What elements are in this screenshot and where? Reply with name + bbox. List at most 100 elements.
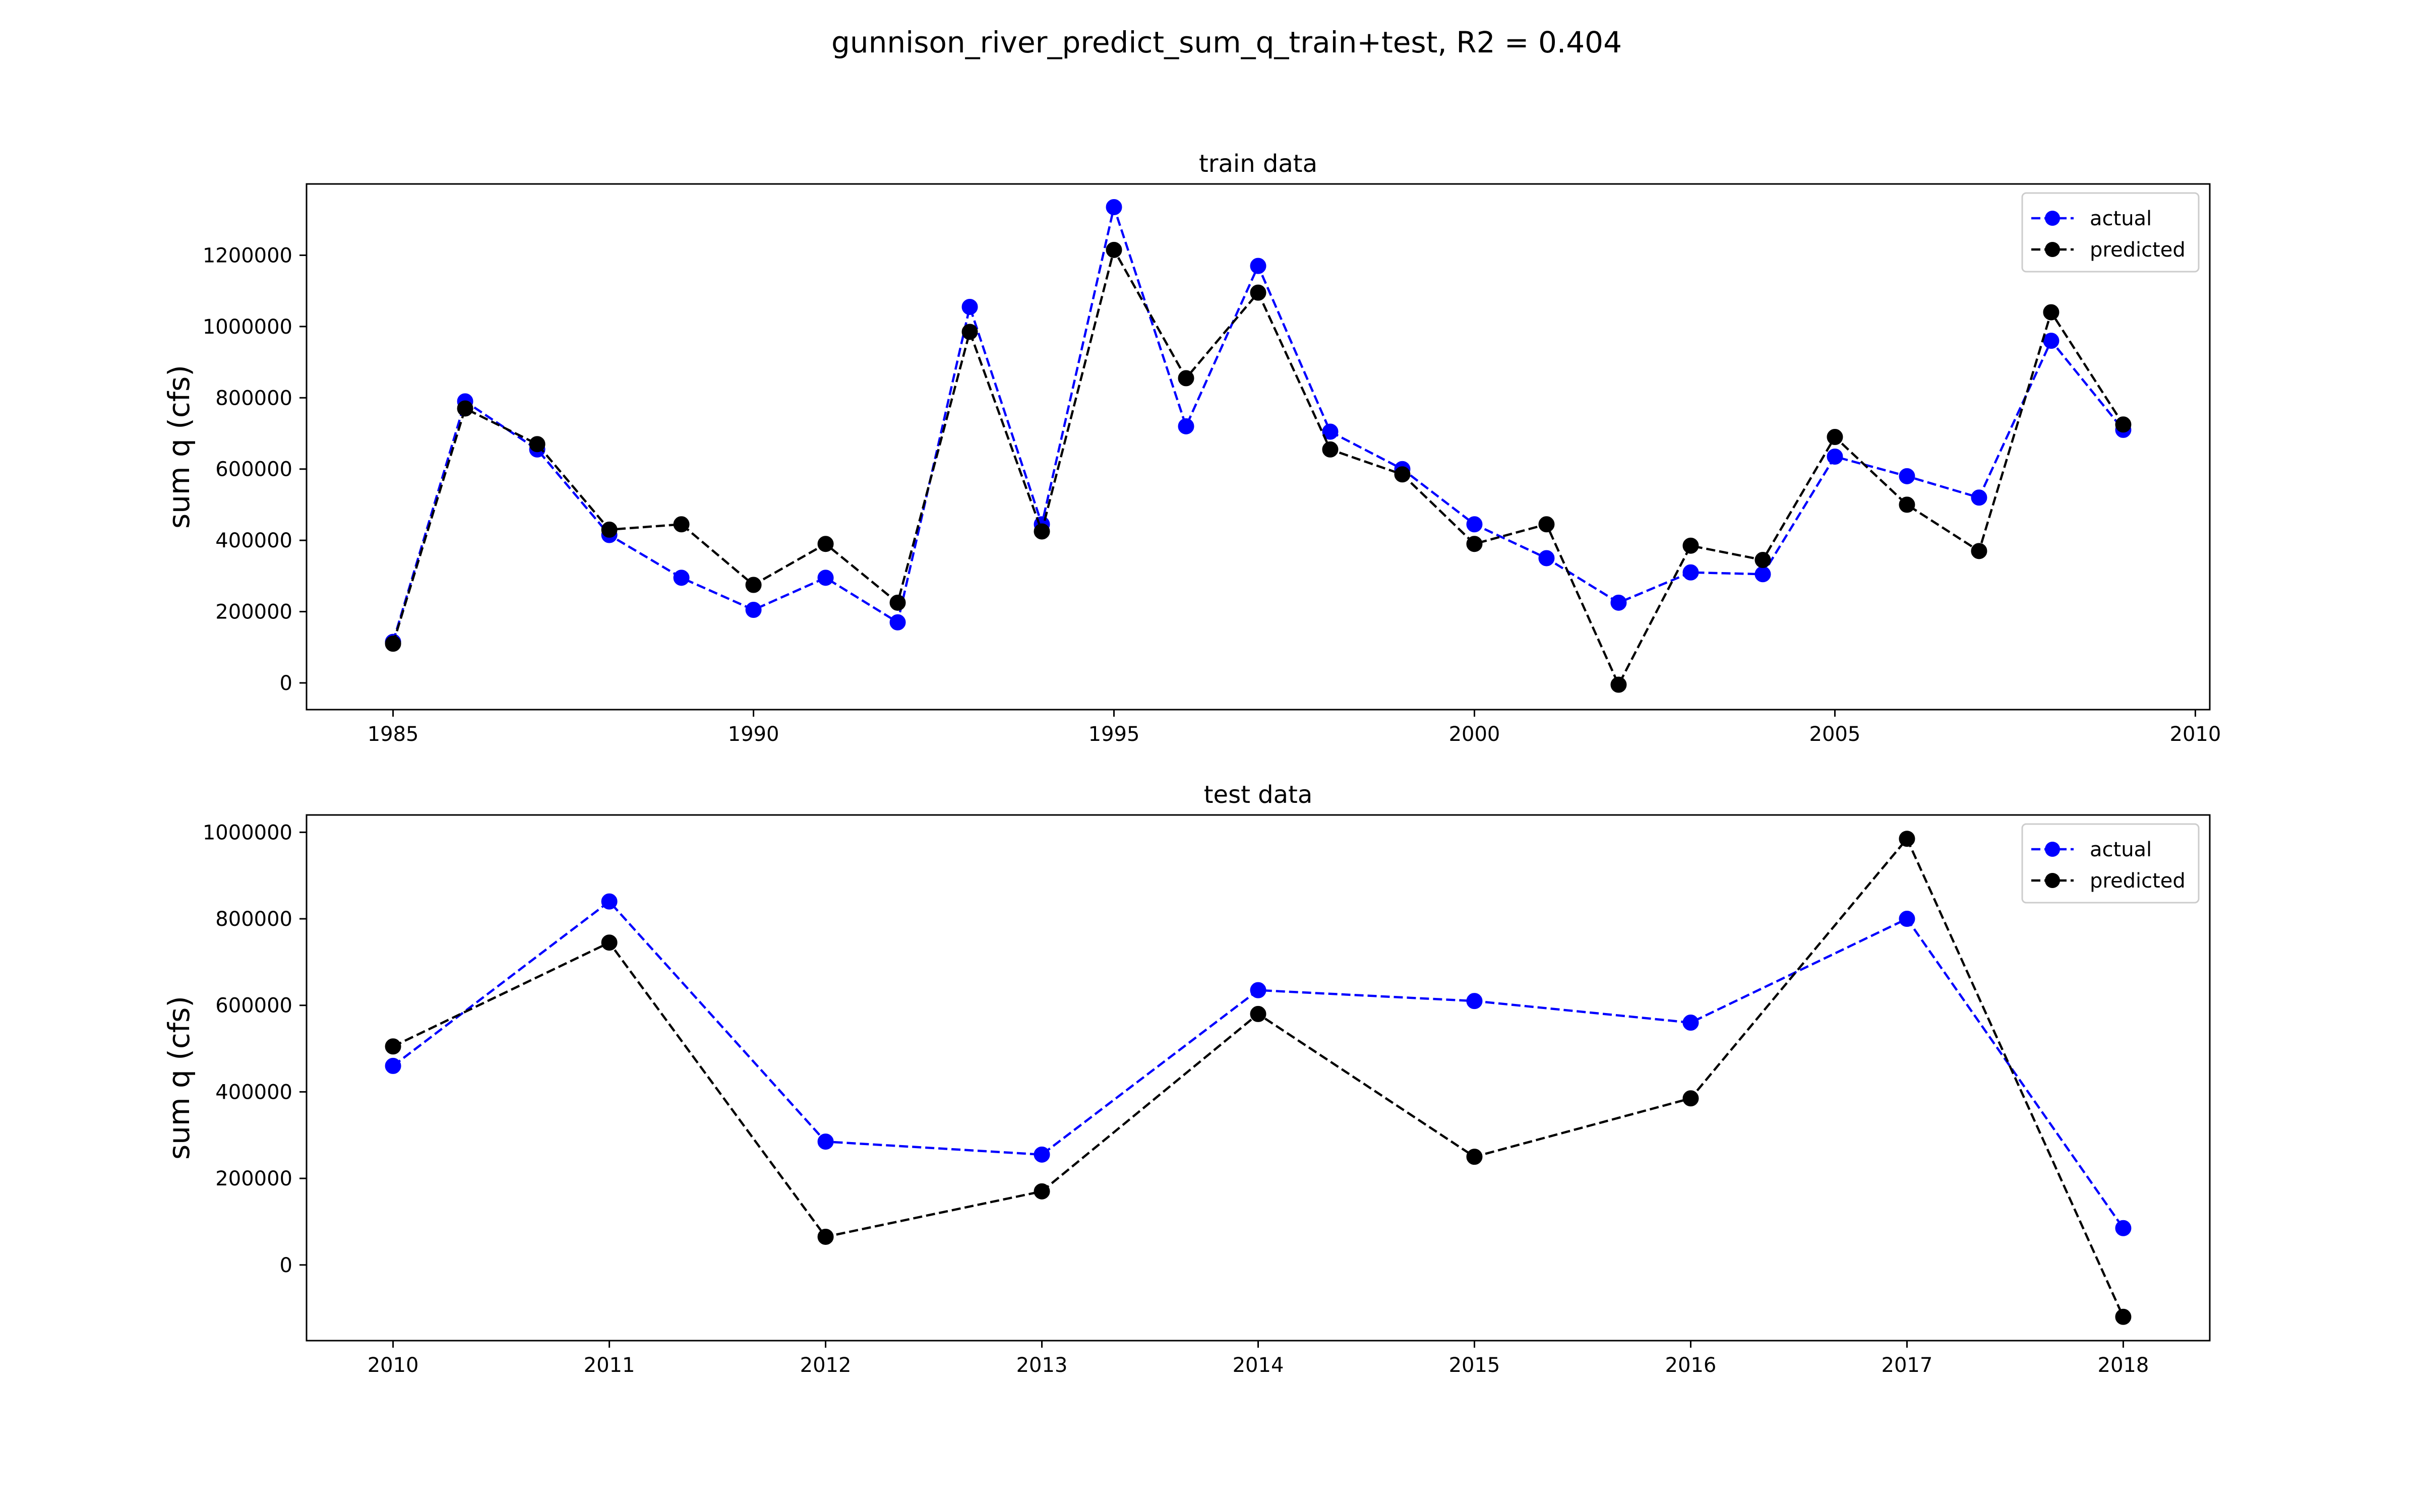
data-point-actual xyxy=(889,614,906,631)
data-point-predicted xyxy=(2115,1308,2132,1325)
x-tick-label: 2013 xyxy=(1016,1354,1068,1377)
legend-marker-predicted xyxy=(2045,242,2060,257)
data-point-predicted xyxy=(1754,552,1771,569)
data-point-predicted xyxy=(2115,416,2132,433)
y-tick-label: 1000000 xyxy=(203,316,292,339)
series-predicted xyxy=(385,831,2132,1325)
data-point-actual xyxy=(817,570,834,586)
axes-frame xyxy=(306,183,2211,711)
y-tick-label: 800000 xyxy=(215,387,292,410)
x-tick-label: 2016 xyxy=(1665,1354,1717,1377)
data-point-predicted xyxy=(601,521,618,538)
data-point-actual xyxy=(2043,333,2060,349)
data-point-actual xyxy=(2115,1220,2132,1236)
data-point-predicted xyxy=(385,1038,401,1055)
y-axis-label: sum q (cfs) xyxy=(162,365,196,529)
data-point-predicted xyxy=(817,536,834,552)
data-point-predicted xyxy=(385,636,401,652)
y-tick-label: 0 xyxy=(280,672,292,695)
legend-box xyxy=(2021,192,2200,273)
y-tick-label: 200000 xyxy=(215,1167,292,1190)
legend: actual predicted xyxy=(2021,823,2200,904)
x-tick-label: 2011 xyxy=(584,1354,635,1377)
data-point-predicted xyxy=(457,400,473,417)
data-point-predicted xyxy=(601,934,618,951)
x-tick-label: 2018 xyxy=(2098,1354,2149,1377)
y-tick-label: 0 xyxy=(280,1254,292,1277)
data-point-predicted xyxy=(1466,536,1483,552)
data-point-actual xyxy=(601,893,618,910)
axes-title: test data xyxy=(1204,781,1313,809)
legend-label-actual: actual xyxy=(2090,207,2152,230)
y-tick-label: 400000 xyxy=(215,529,292,552)
data-point-predicted xyxy=(1466,1149,1483,1165)
data-point-predicted xyxy=(1827,429,1843,446)
data-point-predicted xyxy=(2043,304,2060,321)
data-point-actual xyxy=(1178,418,1194,434)
data-point-predicted xyxy=(817,1228,834,1245)
axes-title: train data xyxy=(1199,150,1317,178)
data-point-actual xyxy=(1827,448,1843,465)
series-line-predicted xyxy=(392,246,2125,687)
data-point-predicted xyxy=(745,577,762,593)
legend-box xyxy=(2021,823,2200,904)
data-point-predicted xyxy=(1610,676,1627,693)
data-point-predicted xyxy=(1178,370,1194,387)
data-point-predicted xyxy=(1682,1090,1699,1107)
x-tick-label: 2005 xyxy=(1809,723,1861,746)
data-point-predicted xyxy=(1250,284,1266,301)
x-tick-label: 1985 xyxy=(368,723,419,746)
legend-marker-predicted xyxy=(2045,873,2060,888)
series-actual xyxy=(385,199,2132,650)
data-point-actual xyxy=(1322,423,1339,440)
figure-suptitle: gunnison_river_predict_sum_q_train+test,… xyxy=(831,25,1622,59)
data-point-actual xyxy=(1899,468,1915,484)
data-point-predicted xyxy=(529,436,546,453)
data-point-predicted xyxy=(1899,496,1915,513)
data-point-actual xyxy=(673,570,690,586)
data-point-actual xyxy=(1971,489,1987,506)
legend: actual predicted xyxy=(2021,192,2200,273)
data-point-predicted xyxy=(1971,543,1987,559)
x-tick-label: 2000 xyxy=(1449,723,1500,746)
y-tick-label: 600000 xyxy=(215,458,292,481)
data-point-predicted xyxy=(1322,441,1339,458)
data-point-actual xyxy=(1899,911,1915,927)
y-tick-label: 400000 xyxy=(215,1081,292,1104)
data-point-predicted xyxy=(1394,466,1411,483)
series-line-predicted xyxy=(392,837,2125,1317)
test-chart: test data sum q (cfs) 2010 2011 2012 2013 2014… xyxy=(162,781,2211,1377)
y-axis-label: sum q (cfs) xyxy=(162,996,196,1160)
data-point-actual xyxy=(1682,1015,1699,1031)
data-point-predicted xyxy=(1899,831,1915,847)
data-point-actual xyxy=(745,602,762,618)
data-point-predicted xyxy=(961,324,978,340)
series-predicted xyxy=(385,241,2132,693)
y-tick-label: 200000 xyxy=(215,601,292,624)
x-tick-label: 2014 xyxy=(1233,1354,1284,1377)
data-point-predicted xyxy=(673,516,690,533)
data-point-actual xyxy=(961,298,978,315)
legend-marker-actual xyxy=(2045,842,2060,857)
y-tick-label: 800000 xyxy=(215,908,292,931)
data-point-predicted xyxy=(1538,516,1555,533)
data-point-actual xyxy=(1538,550,1555,566)
y-tick-label: 1200000 xyxy=(203,244,292,267)
x-tick-label: 2010 xyxy=(368,1354,419,1377)
data-point-predicted xyxy=(1682,537,1699,554)
data-point-actual xyxy=(817,1133,834,1150)
legend-label-actual: actual xyxy=(2090,838,2152,861)
legend-marker-actual xyxy=(2045,211,2060,226)
data-point-actual xyxy=(1466,516,1483,533)
data-point-predicted xyxy=(1034,523,1050,540)
x-tick-label: 1995 xyxy=(1088,723,1140,746)
data-point-actual xyxy=(1682,564,1699,581)
x-tick-label: 1990 xyxy=(728,723,779,746)
data-point-actual xyxy=(1754,566,1771,583)
data-point-predicted xyxy=(1250,1005,1266,1022)
x-tick-label: 2015 xyxy=(1449,1354,1500,1377)
data-point-actual xyxy=(1466,993,1483,1010)
data-point-predicted xyxy=(889,594,906,611)
data-point-predicted xyxy=(1106,241,1122,258)
